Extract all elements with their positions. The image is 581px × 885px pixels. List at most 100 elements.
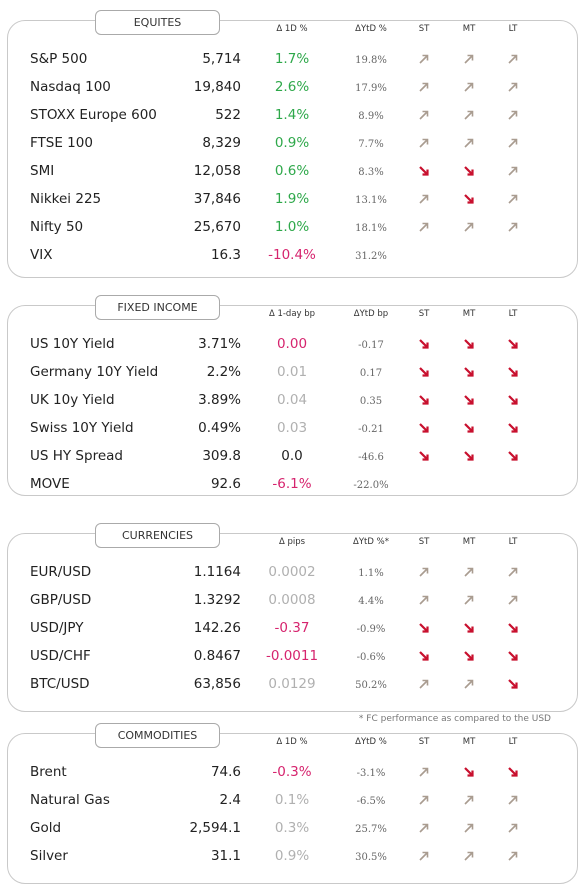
row-ytd: 0.17 [359, 368, 383, 379]
row-name: VIX [30, 247, 53, 263]
trend-arrow [419, 82, 429, 92]
row-name: Brent [30, 764, 67, 780]
trend-arrow [464, 595, 474, 605]
row-change: 0.0002 [268, 564, 316, 580]
row-change: 0.00 [276, 336, 308, 352]
row-name: Natural Gas [30, 792, 110, 808]
row-ytd: 8.9% [358, 111, 384, 122]
row-level: 3.89% [198, 392, 241, 408]
row-level: 0.8467 [193, 648, 241, 664]
row-level: 16.3 [210, 247, 241, 263]
row-ytd: -0.17 [358, 340, 384, 351]
row-ytd: -0.9% [356, 624, 386, 635]
row-change: 0.0008 [268, 592, 316, 608]
trend-arrow [508, 679, 518, 689]
column-header: LT [508, 309, 518, 319]
row-name: US 10Y Yield [30, 336, 115, 352]
column-header: LT [508, 537, 518, 547]
row-level: 92.6 [210, 476, 241, 492]
row-level: 2.2% [206, 364, 241, 380]
trend-arrow [464, 166, 474, 176]
column-header: MT [462, 309, 476, 319]
row-level: 3.71% [198, 336, 241, 352]
row-name: USD/CHF [30, 648, 91, 664]
trend-arrow [508, 222, 518, 232]
row-name: STOXX Europe 600 [30, 107, 157, 123]
section-title: COMMODITIES [95, 723, 220, 748]
section-box [7, 533, 578, 712]
row-ytd: 7.7% [358, 139, 384, 150]
row-ytd: 50.2% [355, 680, 387, 691]
trend-arrow [464, 222, 474, 232]
section-box [7, 305, 578, 496]
row-name: Nikkei 225 [30, 191, 102, 207]
trend-arrow [419, 194, 429, 204]
row-ytd: 18.1% [355, 223, 387, 234]
section-box [7, 20, 578, 278]
trend-arrow [419, 679, 429, 689]
trend-arrow [464, 451, 474, 461]
trend-arrow [419, 767, 429, 777]
row-ytd: 19.8% [355, 55, 387, 66]
trend-arrow [464, 423, 474, 433]
row-change: 0.01 [276, 364, 308, 380]
trend-arrow [419, 595, 429, 605]
column-header: MT [462, 737, 476, 747]
trend-arrow [419, 567, 429, 577]
column-header: ST [418, 309, 430, 319]
row-level: 142.26 [193, 620, 241, 636]
row-change: 2.6% [274, 79, 310, 95]
row-change: -10.4% [268, 247, 316, 263]
row-change: -6.1% [272, 476, 312, 492]
row-name: USD/JPY [30, 620, 84, 636]
trend-arrow [508, 367, 518, 377]
column-header: LT [508, 737, 518, 747]
trend-arrow [508, 851, 518, 861]
row-ytd: 1.1% [358, 568, 384, 579]
trend-arrow [508, 567, 518, 577]
row-ytd: 25.7% [355, 824, 387, 835]
row-level: 12,058 [193, 163, 241, 179]
row-ytd: 17.9% [355, 83, 387, 94]
trend-arrow [508, 423, 518, 433]
trend-arrow [508, 595, 518, 605]
row-change: 0.9% [274, 848, 310, 864]
row-name: Nasdaq 100 [30, 79, 111, 95]
row-level: 1.1164 [193, 564, 241, 580]
trend-arrow [419, 222, 429, 232]
trend-arrow [464, 679, 474, 689]
row-ytd: 13.1% [355, 195, 387, 206]
trend-arrow [419, 54, 429, 64]
column-header: ST [418, 24, 430, 34]
row-name: Germany 10Y Yield [30, 364, 159, 380]
trend-arrow [464, 623, 474, 633]
row-level: 19,840 [193, 79, 241, 95]
row-change: 1.4% [274, 107, 310, 123]
row-name: Gold [30, 820, 62, 836]
trend-arrow [419, 623, 429, 633]
row-change: 0.0129 [268, 676, 316, 692]
row-name: Silver [30, 848, 68, 864]
row-change: 1.0% [274, 219, 310, 235]
trend-arrow [508, 82, 518, 92]
row-change: -0.37 [274, 620, 310, 636]
trend-arrow [464, 651, 474, 661]
row-name: FTSE 100 [30, 135, 93, 151]
row-level: 8,329 [202, 135, 241, 151]
trend-arrow [508, 767, 518, 777]
row-name: GBP/USD [30, 592, 92, 608]
column-header: ΔYtD % [355, 24, 387, 34]
trend-arrow [508, 451, 518, 461]
row-ytd: -22.0% [353, 480, 389, 491]
row-level: 1.3292 [193, 592, 241, 608]
trend-arrow [464, 82, 474, 92]
trend-arrow [419, 451, 429, 461]
row-change: 0.6% [274, 163, 310, 179]
trend-arrow [419, 367, 429, 377]
row-level: 31.1 [210, 848, 241, 864]
row-level: 25,670 [193, 219, 241, 235]
trend-arrow [419, 138, 429, 148]
trend-arrow [464, 110, 474, 120]
trend-arrow [508, 110, 518, 120]
